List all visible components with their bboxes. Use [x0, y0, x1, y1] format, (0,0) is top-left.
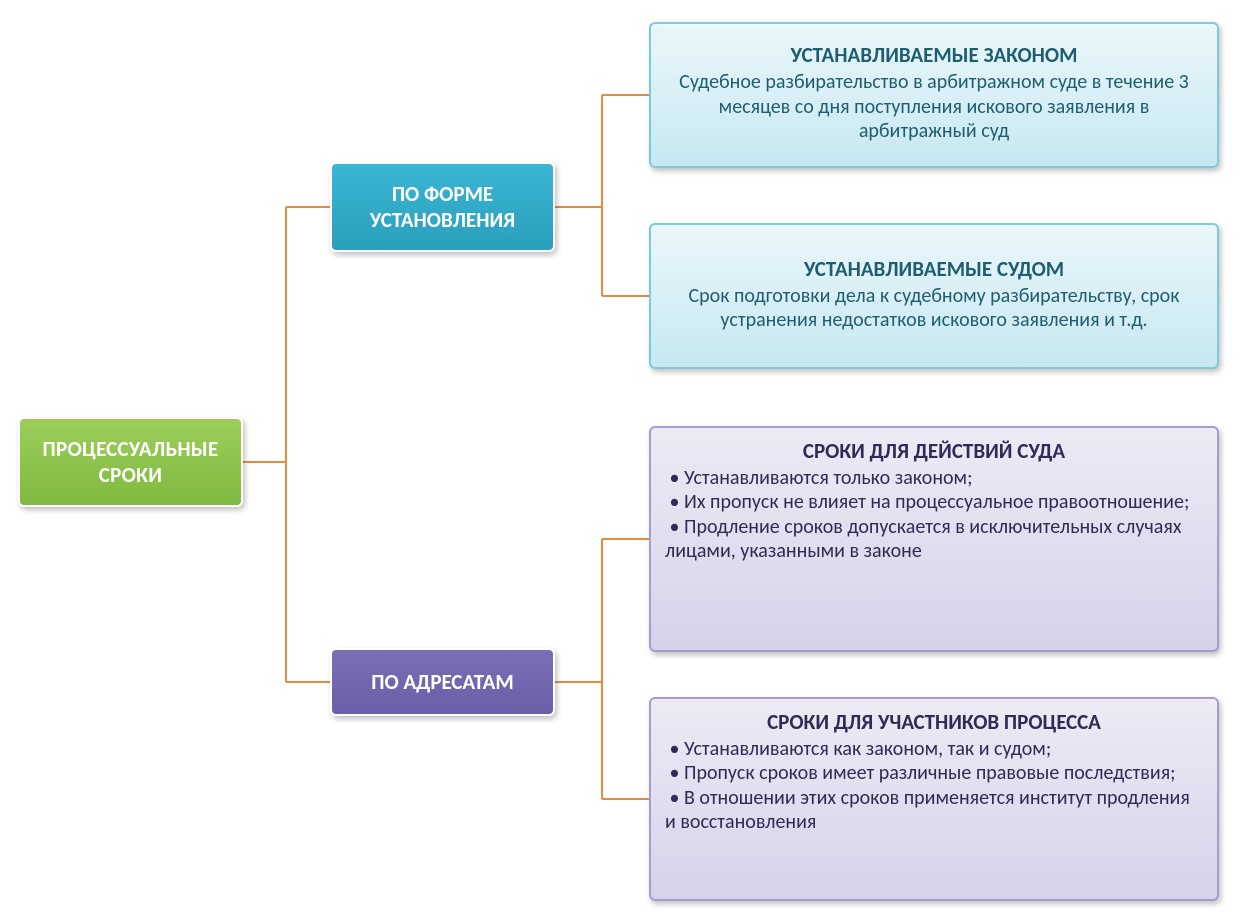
leaf-court: УСТАНАВЛИВАЕМЫЕ СУДОМ Срок подготовки де…	[649, 223, 1219, 369]
root-label-1: ПРОЦЕССУАЛЬНЫЕ	[20, 436, 241, 462]
leaf-participants: СРОКИ ДЛЯ УЧАСТНИКОВ ПРОЦЕССА • Устанавл…	[649, 697, 1219, 901]
bullet-item: • Продление сроков допускается в исключи…	[665, 515, 1205, 564]
bullet-item: • Устанавливаются как законом, так и суд…	[665, 737, 1205, 761]
category-form-label-1: ПО ФОРМЕ	[332, 181, 553, 207]
connector-root	[243, 162, 330, 718]
leaf-court-title: УСТАНАВЛИВАЕМЫЕ СУДОМ	[651, 252, 1217, 284]
bullet-item: • В отношении этих сроков применяется ин…	[665, 786, 1205, 835]
leaf-law: УСТАНАВЛИВАЕМЫЕ ЗАКОНОМ Судебное разбира…	[649, 22, 1219, 168]
root-node: ПРОЦЕССУАЛЬНЫЕ СРОКИ	[18, 417, 243, 507]
leaf-court-actions-body: • Устанавливаются только законом; • Их п…	[651, 466, 1217, 572]
bullet-item: • Пропуск сроков имеет различные правовы…	[665, 761, 1205, 785]
leaf-law-body: Судебное разбирательство в арбитражном с…	[651, 70, 1217, 151]
category-addr-label-1: ПО АДРЕСАТАМ	[332, 669, 553, 695]
leaf-participants-title: СРОКИ ДЛЯ УЧАСТНИКОВ ПРОЦЕССА	[651, 705, 1217, 737]
bullet-item: • Их пропуск не влияет на процессуальное…	[665, 490, 1205, 514]
leaf-court-actions: СРОКИ ДЛЯ ДЕЙСТВИЙ СУДА • Устанавливаютс…	[649, 426, 1219, 652]
diagram-canvas: ПРОЦЕССУАЛЬНЫЕ СРОКИ ПО ФОРМЕ УСТАНОВЛЕН…	[0, 0, 1241, 922]
bullet-item: • Устанавливаются только законом;	[665, 466, 1205, 490]
category-addr: ПО АДРЕСАТАМ	[330, 648, 555, 716]
category-form-label-2: УСТАНОВЛЕНИЯ	[332, 207, 553, 233]
leaf-court-actions-title: СРОКИ ДЛЯ ДЕЙСТВИЙ СУДА	[651, 434, 1217, 466]
connector-form	[555, 86, 649, 306]
connector-addr	[555, 530, 649, 810]
leaf-law-title: УСТАНАВЛИВАЕМЫЕ ЗАКОНОМ	[651, 38, 1217, 70]
leaf-participants-body: • Устанавливаются как законом, так и суд…	[651, 737, 1217, 843]
leaf-court-body: Срок подготовки дела к судебному разбира…	[651, 284, 1217, 341]
root-label-2: СРОКИ	[20, 462, 241, 488]
category-form: ПО ФОРМЕ УСТАНОВЛЕНИЯ	[330, 162, 555, 252]
